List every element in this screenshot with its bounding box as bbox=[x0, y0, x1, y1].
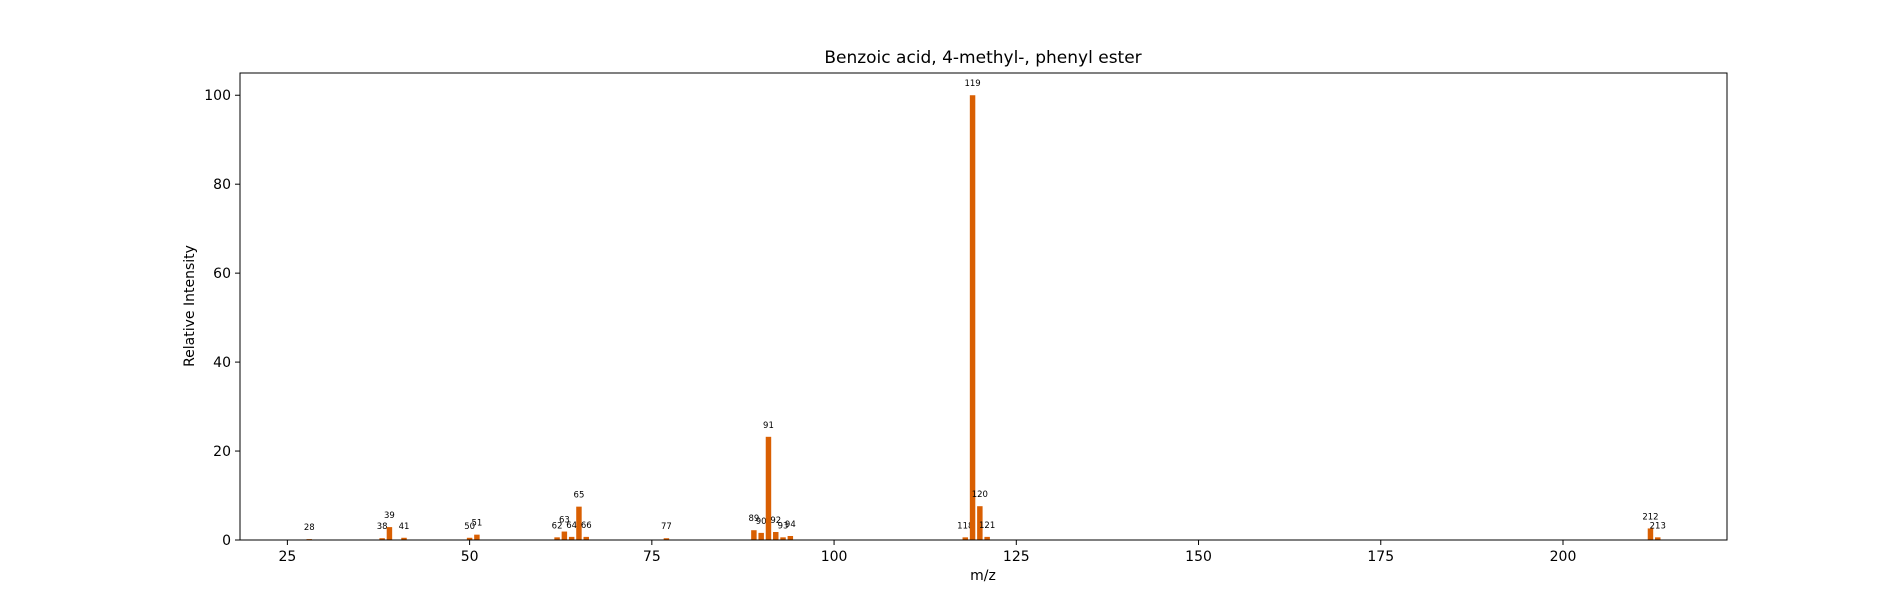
x-tick-label: 175 bbox=[1367, 549, 1394, 565]
peak-bar-94 bbox=[787, 535, 794, 540]
peak-label-212: 212 bbox=[1642, 512, 1658, 522]
peak-label-213: 213 bbox=[1650, 521, 1666, 531]
y-tick-label: 40 bbox=[213, 355, 231, 371]
peak-label-92: 92 bbox=[770, 516, 781, 526]
peak-label-89: 89 bbox=[748, 514, 759, 524]
peak-label-93: 93 bbox=[778, 521, 789, 531]
x-axis-label: m/z bbox=[970, 568, 996, 584]
y-axis-label: Relative Intensity bbox=[182, 245, 198, 367]
peak-bar-65 bbox=[576, 506, 582, 540]
peak-label-90: 90 bbox=[756, 517, 767, 527]
peak-bar-77 bbox=[663, 538, 670, 540]
peak-label-119: 119 bbox=[964, 79, 980, 89]
peak-bar-38 bbox=[379, 538, 385, 540]
x-tick-label: 125 bbox=[1003, 549, 1030, 565]
peak-bar-212 bbox=[1647, 528, 1654, 540]
peak-bar-41 bbox=[401, 537, 407, 540]
peak-label-118: 118 bbox=[957, 521, 973, 531]
peak-bar-91 bbox=[765, 436, 772, 540]
peak-bar-121 bbox=[984, 536, 990, 540]
y-tick-label: 20 bbox=[213, 444, 231, 460]
peak-bar-92 bbox=[773, 531, 779, 540]
y-tick-label: 100 bbox=[204, 88, 231, 104]
peak-label-39: 39 bbox=[384, 511, 395, 521]
peak-label-121: 121 bbox=[979, 521, 995, 531]
peak-bar-66 bbox=[583, 536, 589, 540]
peak-label-64: 64 bbox=[566, 521, 577, 531]
peak-bar-62 bbox=[554, 537, 560, 540]
x-tick-label: 200 bbox=[1550, 549, 1577, 565]
peak-label-77: 77 bbox=[661, 522, 672, 532]
x-tick-label: 25 bbox=[278, 549, 296, 565]
y-tick-label: 60 bbox=[213, 266, 231, 282]
peak-label-50: 50 bbox=[464, 522, 475, 532]
y-tick-label: 0 bbox=[222, 533, 231, 549]
peak-label-66: 66 bbox=[581, 521, 592, 531]
peak-bar-50 bbox=[466, 537, 473, 540]
plot-frame bbox=[239, 72, 1728, 541]
x-tick-label: 150 bbox=[1185, 549, 1212, 565]
peak-bar-118 bbox=[962, 537, 969, 540]
peak-label-94: 94 bbox=[785, 520, 796, 530]
peak-bar-63 bbox=[561, 531, 568, 540]
x-tick-label: 50 bbox=[461, 549, 479, 565]
y-axis: 0 20 40 60 80 100 bbox=[204, 88, 240, 549]
chart-title: Benzoic acid, 4-methyl-, phenyl ester bbox=[824, 48, 1141, 68]
peak-label-65: 65 bbox=[574, 491, 585, 501]
peak-label-63: 63 bbox=[559, 516, 570, 526]
x-tick-label: 100 bbox=[821, 549, 848, 565]
peak-bar-93 bbox=[780, 537, 786, 540]
x-tick-label: 75 bbox=[643, 549, 661, 565]
peak-bar-39 bbox=[386, 527, 393, 540]
peak-bar-213 bbox=[1655, 537, 1661, 540]
peak-label-28: 28 bbox=[304, 523, 315, 533]
peak-bar-51 bbox=[474, 534, 480, 540]
peak-bar-90 bbox=[758, 532, 764, 540]
peak-label-62: 62 bbox=[552, 521, 563, 531]
peak-label-120: 120 bbox=[972, 490, 988, 500]
peak-label-91: 91 bbox=[763, 421, 774, 431]
x-axis: 25 50 75 100 125 150 175 200 bbox=[278, 540, 1576, 565]
peak-bar-89 bbox=[751, 530, 757, 540]
peak-label-41: 41 bbox=[399, 522, 410, 532]
peak-bar-64 bbox=[568, 536, 575, 540]
peak-bar-119 bbox=[969, 95, 976, 540]
peak-label-51: 51 bbox=[471, 519, 482, 529]
y-tick-label: 80 bbox=[213, 177, 231, 193]
peak-bar-120 bbox=[977, 506, 983, 540]
peak-label-38: 38 bbox=[377, 522, 388, 532]
